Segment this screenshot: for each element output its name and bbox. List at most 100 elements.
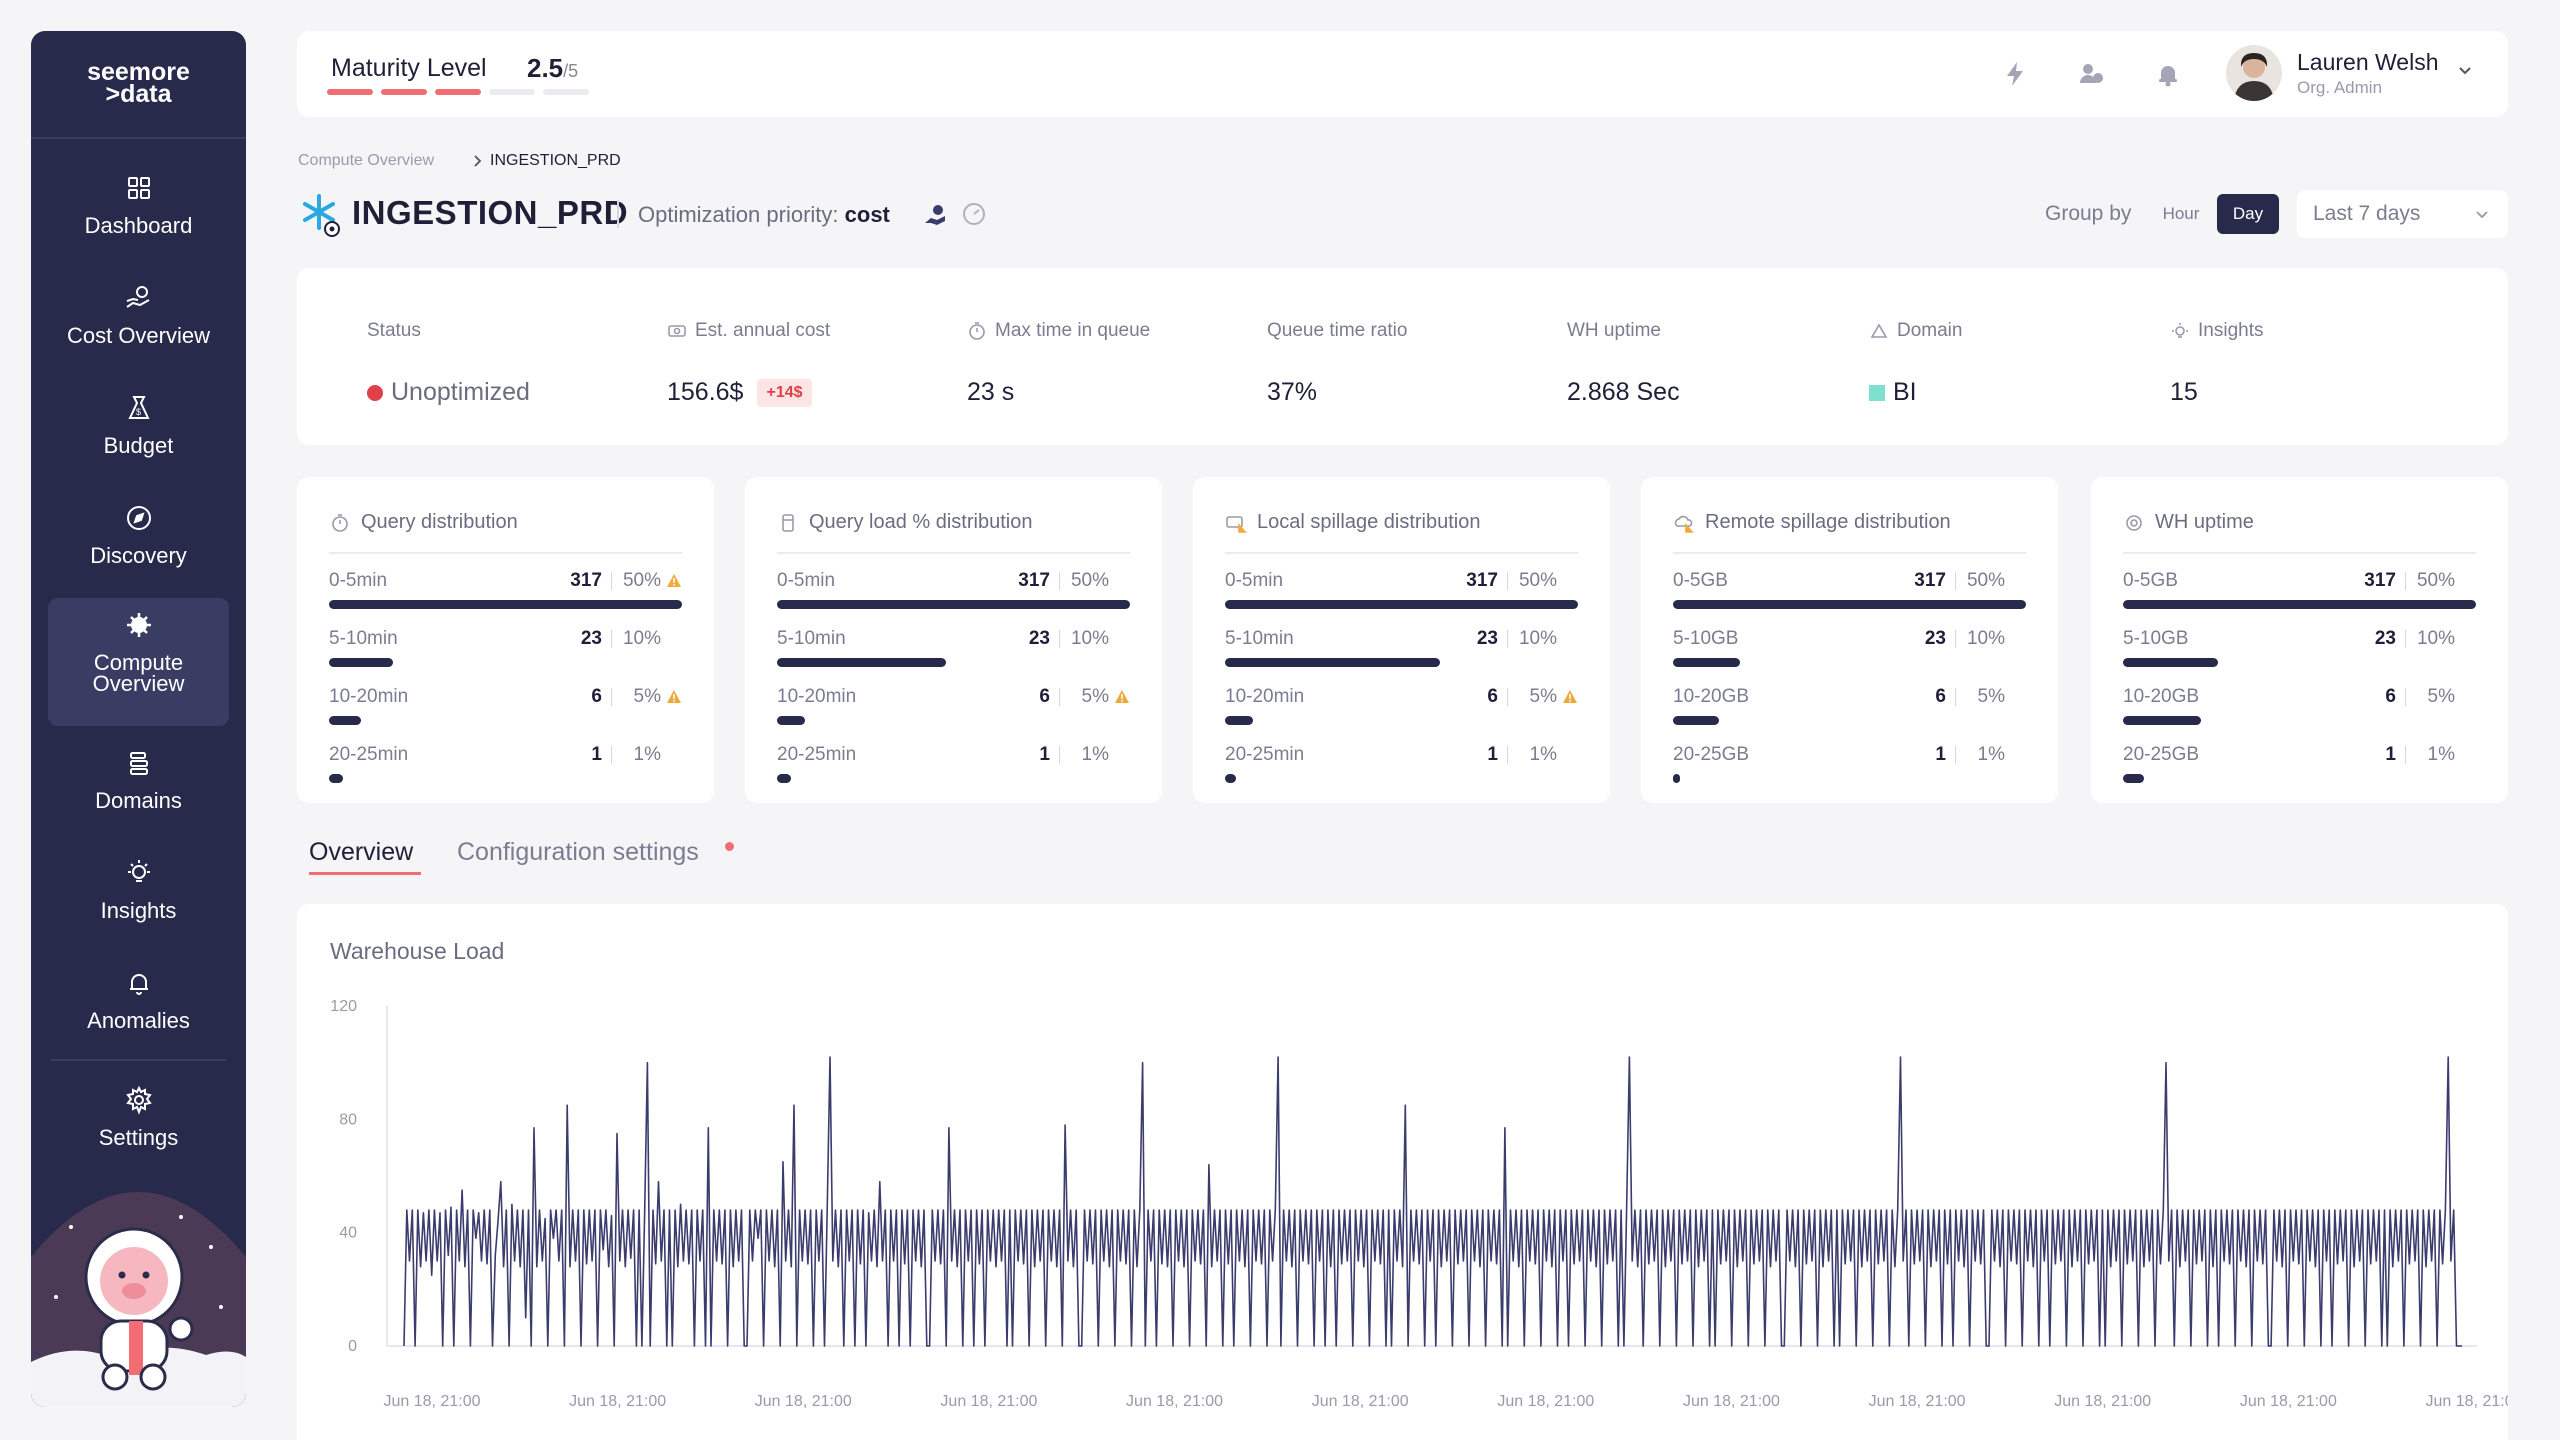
date-range-select[interactable]: Last 7 days	[2297, 190, 2508, 238]
chevron-down-icon[interactable]	[2454, 59, 2476, 81]
maturity-segment	[327, 89, 373, 95]
speedometer-icon[interactable]	[961, 201, 987, 227]
row-separator	[2405, 572, 2406, 590]
bucket-label: 5-10min	[777, 628, 846, 649]
local-spillage-card: Local spillage distribution 0-5min 317 50% 5…	[1193, 477, 1610, 803]
sidebar-item-dashboard[interactable]: Dashboard	[48, 171, 229, 289]
distribution-row: 5-10GB 23 10%	[1673, 628, 2026, 686]
lightning-icon[interactable]	[2000, 59, 2030, 89]
card-title: Local spillage distribution	[1225, 511, 1480, 534]
breadcrumb-parent[interactable]: Compute Overview	[298, 152, 435, 169]
tab-overview[interactable]: Overview	[309, 838, 414, 866]
row-separator	[611, 630, 612, 648]
users-settings-icon[interactable]	[2077, 59, 2107, 89]
y-tick-label: 120	[330, 998, 357, 1015]
tab-configuration-settings[interactable]: Configuration settings	[457, 838, 699, 866]
bucket-percent: 5%	[2427, 686, 2455, 707]
sidebar-item-settings[interactable]: Settings	[48, 1083, 229, 1201]
x-tick-label: Jun 18, 21:00	[384, 1393, 481, 1410]
x-tick-label: Jun 18, 21:00	[755, 1393, 852, 1410]
card-title: Query load % distribution	[777, 511, 1032, 534]
cost-change-badge: +14$	[757, 378, 812, 407]
bucket-label: 20-25GB	[1673, 744, 1750, 765]
gear-icon	[125, 1085, 152, 1115]
bucket-count: 317	[570, 570, 602, 591]
notification-bell-icon[interactable]	[2153, 59, 2183, 89]
group-day-button[interactable]: Day	[2217, 194, 2279, 234]
card-title: Query distribution	[329, 511, 518, 534]
sidebar-item-label: Discovery	[90, 543, 187, 568]
brand-line1: seemore	[87, 58, 190, 86]
cost-priority-icon[interactable]	[923, 201, 949, 227]
bucket-count: 1	[2385, 744, 2396, 765]
bucket-count: 6	[1487, 686, 1498, 707]
sidebar-item-label: Anomalies	[87, 1008, 190, 1033]
bucket-percent: 50%	[1966, 570, 2005, 591]
bucket-label: 5-10GB	[1673, 628, 1739, 649]
user-role: Org. Admin	[2297, 78, 2383, 97]
distribution-row: 0-5min 317 50%	[329, 570, 682, 628]
local-spillage-icon	[1226, 515, 1247, 533]
bucket-bar	[2123, 716, 2201, 725]
x-tick-label: Jun 18, 21:00	[1683, 1393, 1780, 1410]
user-avatar[interactable]	[2226, 45, 2282, 101]
bucket-percent: 5%	[1066, 686, 1130, 708]
x-tick-label: Jun 18, 21:00	[1869, 1393, 1966, 1410]
sidebar-item-label: Settings	[98, 1125, 179, 1150]
bucket-label: 10-20min	[329, 686, 409, 707]
sidebar-item-label: Dashboard	[84, 213, 193, 238]
cost-icon	[125, 286, 149, 308]
bucket-percent: 1%	[1081, 744, 1109, 765]
active-tab-indicator	[309, 872, 421, 875]
bucket-count: 23	[1476, 628, 1498, 649]
stopwatch-icon	[332, 513, 348, 532]
bucket-count: 6	[1935, 686, 1946, 707]
sidebar-item-budget[interactable]: $ Budget	[48, 391, 229, 509]
series-line	[403, 1056, 2462, 1347]
x-tick-label: Jun 18, 21:00	[2054, 1393, 2151, 1410]
card-divider	[329, 552, 682, 554]
sidebar-item-domains[interactable]: Domains	[48, 746, 229, 864]
bucket-percent: 5%	[618, 686, 682, 708]
bucket-percent: 10%	[2416, 628, 2455, 649]
sidebar-item-anomalies[interactable]: Anomalies	[48, 966, 229, 1084]
sidebar-item-label: Domains	[95, 788, 182, 813]
maturity-segment	[489, 89, 535, 95]
remote-spillage-icon	[1674, 515, 1694, 533]
distribution-row: 0-5GB 317 50%	[1673, 570, 2026, 628]
sidebar-item-cost-overview[interactable]: Cost Overview	[48, 281, 229, 399]
row-separator	[1955, 630, 1956, 648]
stat-label: Max time in queue	[967, 320, 1150, 342]
card-title: Remote spillage distribution	[1673, 511, 1951, 534]
group-by-label: Group by	[2045, 202, 2132, 225]
bucket-bar	[1225, 774, 1236, 783]
bucket-label: 5-10min	[1225, 628, 1294, 649]
bucket-percent: 10%	[622, 628, 661, 649]
row-separator	[2405, 630, 2406, 648]
bucket-bar	[2123, 600, 2476, 609]
x-tick-label: Jun 18, 21:00	[2240, 1393, 2337, 1410]
x-tick-label: Jun 18, 21:00	[569, 1393, 666, 1410]
user-name[interactable]: Lauren Welsh	[2297, 49, 2439, 75]
brand-logo[interactable]: seemore >data	[31, 58, 246, 107]
maturity-progress	[327, 89, 589, 95]
stat-label: Status	[367, 320, 421, 341]
bucket-percent: 1%	[1529, 744, 1557, 765]
bucket-count: 23	[2374, 628, 2396, 649]
sidebar-item-compute-overview[interactable]: Compute Overview	[48, 598, 229, 726]
x-tick-label: Jun 18, 21:00	[940, 1393, 1037, 1410]
row-separator	[1955, 572, 1956, 590]
stat-value: 2.868 Sec	[1567, 378, 1680, 406]
group-hour-button[interactable]: Hour	[2162, 204, 2200, 223]
astronaut-mascot-illustration	[31, 1192, 246, 1407]
distribution-row: 0-5GB 317 50%	[2123, 570, 2476, 628]
x-tick-label: Jun 18, 21:00	[1126, 1393, 1223, 1410]
optimization-priority: Optimization priority: cost	[638, 202, 890, 227]
row-separator	[1955, 746, 1956, 764]
distribution-row: 20-25GB 1 1%	[1673, 744, 2026, 802]
sidebar-item-insights[interactable]: Insights	[48, 856, 229, 974]
bucket-percent: 5%	[1514, 686, 1578, 708]
stat-label: WH uptime	[1567, 320, 1661, 341]
sidebar-item-discovery[interactable]: Discovery	[48, 501, 229, 619]
bucket-bar	[1673, 774, 1681, 783]
